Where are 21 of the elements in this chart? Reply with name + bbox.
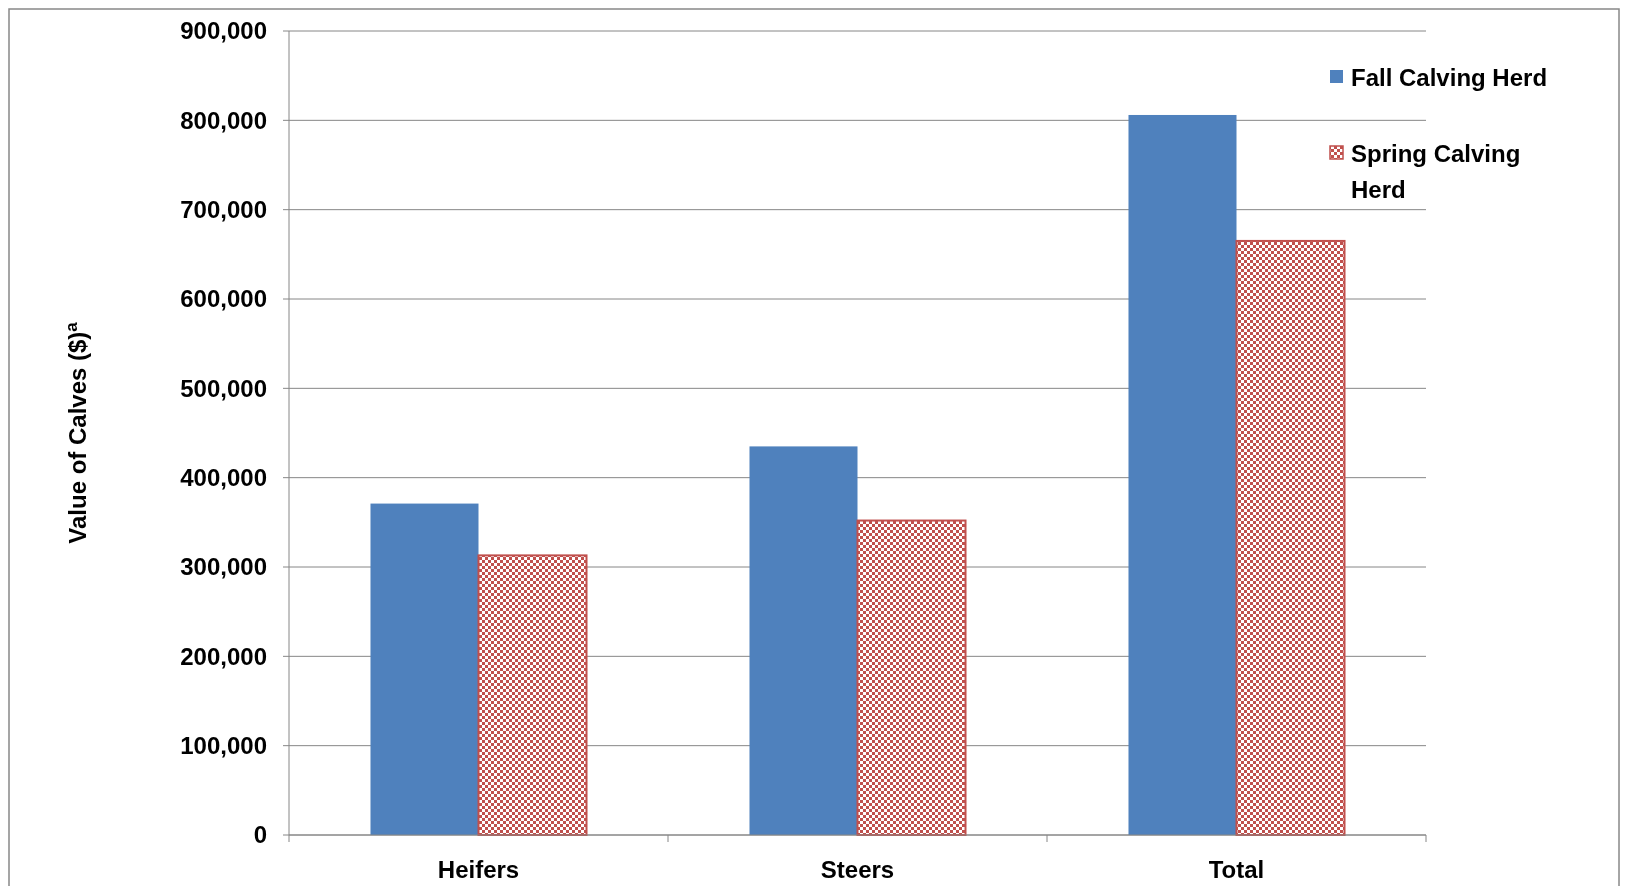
bar: [370, 503, 479, 835]
bar: [1235, 239, 1346, 836]
y-tick-label: 500,000: [180, 374, 267, 402]
x-tick-label: Heifers: [437, 856, 520, 883]
y-tick-label: 0: [253, 821, 267, 849]
bar: [856, 519, 967, 836]
y-tick-label: 800,000: [180, 106, 267, 134]
x-tick-label: Total: [1208, 856, 1265, 883]
bar: [1128, 114, 1237, 835]
y-tick-label: 700,000: [180, 196, 267, 224]
bar: [477, 554, 588, 836]
legend-label: Fall Calving Herd: [1351, 64, 1548, 92]
bar: [749, 446, 858, 835]
legend-label: Spring Calving Herd: [1351, 140, 1521, 204]
y-tick-label: 900,000: [180, 17, 267, 45]
y-tick-label: 300,000: [180, 553, 267, 581]
y-tick-label: 600,000: [180, 285, 267, 313]
y-tick-label: 100,000: [180, 732, 267, 760]
y-tick-label: 200,000: [180, 642, 267, 670]
y-tick-label: 400,000: [180, 464, 267, 492]
x-tick-label: Steers: [820, 856, 895, 883]
